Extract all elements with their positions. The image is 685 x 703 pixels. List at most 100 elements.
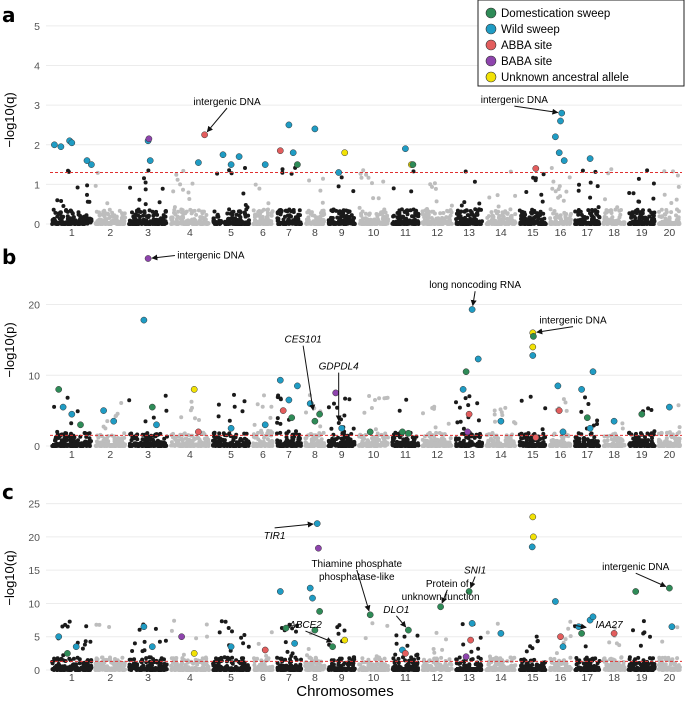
snp-point <box>214 656 218 661</box>
snp-point <box>229 171 234 176</box>
snp-point <box>487 195 492 200</box>
snp-point <box>593 169 598 174</box>
snp-point <box>577 182 581 187</box>
snp-point <box>160 186 165 191</box>
snp-point <box>304 436 309 440</box>
highlighted-snps <box>51 109 594 176</box>
chromosome-label: 6 <box>260 449 266 461</box>
snp-point <box>664 208 669 212</box>
snp-point <box>361 168 366 173</box>
snp-point <box>414 213 419 218</box>
snp-point <box>676 184 681 189</box>
snp-point <box>479 207 483 212</box>
chromosome-baseline <box>422 221 453 224</box>
snp-point <box>533 176 538 181</box>
snp-point <box>363 211 368 216</box>
snp-point <box>455 420 460 425</box>
snp-point <box>84 624 89 629</box>
chromosome-label: 15 <box>527 449 539 461</box>
snp-point <box>352 216 356 220</box>
snp-point <box>326 405 331 410</box>
chromosome-label: 14 <box>495 227 507 239</box>
snp-point <box>532 215 537 220</box>
y-tick-label: 4 <box>34 61 40 73</box>
snp-point <box>76 438 80 443</box>
snp-point <box>586 208 591 213</box>
snp-point <box>256 641 261 646</box>
highlight-point-unknown <box>529 343 537 351</box>
snp-point <box>669 210 674 215</box>
snp-point <box>297 208 302 213</box>
snp-point <box>226 217 230 222</box>
snp-point <box>427 430 432 435</box>
snp-point <box>553 189 558 194</box>
snp-point <box>164 408 169 413</box>
snp-point <box>141 213 146 218</box>
snp-point <box>70 211 75 216</box>
chromosome-baseline <box>358 221 389 224</box>
snp-point <box>181 187 185 192</box>
snp-point <box>633 216 638 221</box>
snp-point <box>187 197 192 201</box>
snp-point <box>492 408 497 413</box>
snp-point <box>619 437 624 442</box>
snp-point <box>219 619 224 624</box>
snp-point <box>278 430 283 435</box>
chromosome-label: 18 <box>608 227 620 239</box>
snp-point <box>541 211 546 216</box>
snp-point <box>339 436 344 441</box>
snp-point <box>563 400 568 405</box>
snp-point <box>159 656 164 661</box>
snp-point <box>339 214 344 219</box>
snp-point <box>296 212 301 217</box>
snp-point <box>370 181 374 186</box>
snp-point <box>373 427 378 432</box>
highlight-point-wild <box>559 428 567 436</box>
highlight-point-domestication <box>77 421 84 429</box>
snp-point <box>278 212 283 217</box>
snp-point <box>562 210 567 215</box>
snp-point <box>65 214 70 219</box>
snp-point <box>284 208 289 213</box>
chromosome-label: 19 <box>636 449 648 461</box>
snp-point <box>576 188 581 193</box>
snp-point <box>376 437 381 442</box>
chromosome-baseline <box>253 667 273 670</box>
snp-point <box>378 212 383 217</box>
snp-point <box>513 212 518 217</box>
snp-point <box>163 209 168 214</box>
chromosome-baseline <box>129 221 168 224</box>
snp-point <box>458 214 463 219</box>
annotation-arrow <box>470 291 477 307</box>
snp-point <box>522 214 527 218</box>
snp-point <box>579 409 584 414</box>
highlight-point-wild <box>227 424 235 432</box>
snp-point <box>382 216 387 221</box>
snp-point <box>196 208 201 213</box>
snp-point <box>179 415 184 420</box>
snp-point <box>238 215 243 220</box>
snp-point <box>426 216 431 220</box>
chromosome-baseline <box>575 221 600 224</box>
snp-point <box>591 215 596 220</box>
snp-point <box>312 213 317 218</box>
snp-point <box>343 217 348 222</box>
chromosome-label: 13 <box>463 449 475 461</box>
chromosome-label: 3 <box>145 449 151 461</box>
snp-point <box>128 185 133 190</box>
snp-point <box>83 639 88 644</box>
highlight-point-wild <box>554 382 562 390</box>
snp-point <box>293 216 298 221</box>
snp-point <box>508 169 513 174</box>
chromosome-baseline <box>212 443 250 446</box>
snp-point <box>462 200 467 205</box>
snp-point <box>269 211 274 215</box>
snp-point <box>266 201 271 206</box>
snp-point <box>146 437 151 442</box>
snp-point <box>492 412 497 417</box>
chromosome-baseline <box>575 443 600 446</box>
snp-point <box>404 209 409 213</box>
snp-point <box>174 656 179 660</box>
chromosome-label: 17 <box>581 449 593 461</box>
